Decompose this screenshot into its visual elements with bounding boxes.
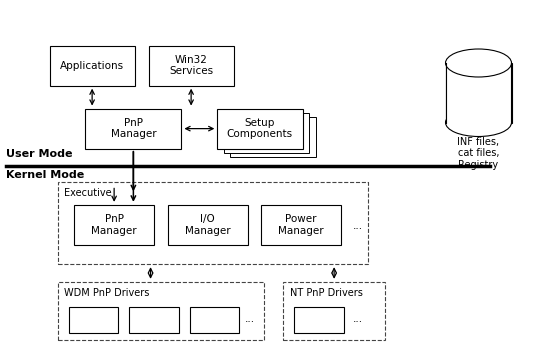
Text: Win32
Services: Win32 Services — [169, 55, 213, 76]
Bar — [283, 282, 385, 340]
Bar — [230, 117, 316, 157]
Bar — [446, 63, 512, 122]
Bar — [148, 46, 234, 86]
Bar — [58, 282, 264, 340]
Bar — [217, 108, 302, 149]
Bar — [69, 307, 118, 333]
Text: Setup
Components: Setup Components — [227, 118, 293, 139]
Text: PnP
Manager: PnP Manager — [111, 118, 156, 139]
Bar — [190, 307, 239, 333]
Text: ...: ... — [353, 314, 362, 324]
Bar — [74, 205, 154, 245]
Bar — [85, 108, 182, 149]
Text: INF files,
cat files,
Registry: INF files, cat files, Registry — [458, 136, 499, 170]
Bar — [261, 205, 341, 245]
Text: Executive: Executive — [64, 188, 112, 198]
Text: Applications: Applications — [60, 61, 124, 71]
Bar — [294, 307, 344, 333]
Text: PnP
Manager: PnP Manager — [91, 214, 137, 236]
Bar — [446, 63, 512, 122]
Ellipse shape — [446, 108, 512, 136]
Text: I/O
Manager: I/O Manager — [185, 214, 230, 236]
Text: Power
Manager: Power Manager — [278, 214, 324, 236]
Text: NT PnP Drivers: NT PnP Drivers — [290, 288, 363, 298]
Ellipse shape — [446, 49, 512, 77]
Bar — [168, 205, 248, 245]
Text: Kernel Mode: Kernel Mode — [6, 170, 84, 180]
Text: WDM PnP Drivers: WDM PnP Drivers — [64, 288, 150, 298]
Bar — [58, 182, 369, 264]
Text: ...: ... — [245, 314, 255, 324]
Text: User Mode: User Mode — [6, 148, 72, 159]
Bar — [50, 46, 135, 86]
Bar — [224, 113, 309, 153]
Text: ...: ... — [353, 221, 362, 231]
Bar — [129, 307, 179, 333]
